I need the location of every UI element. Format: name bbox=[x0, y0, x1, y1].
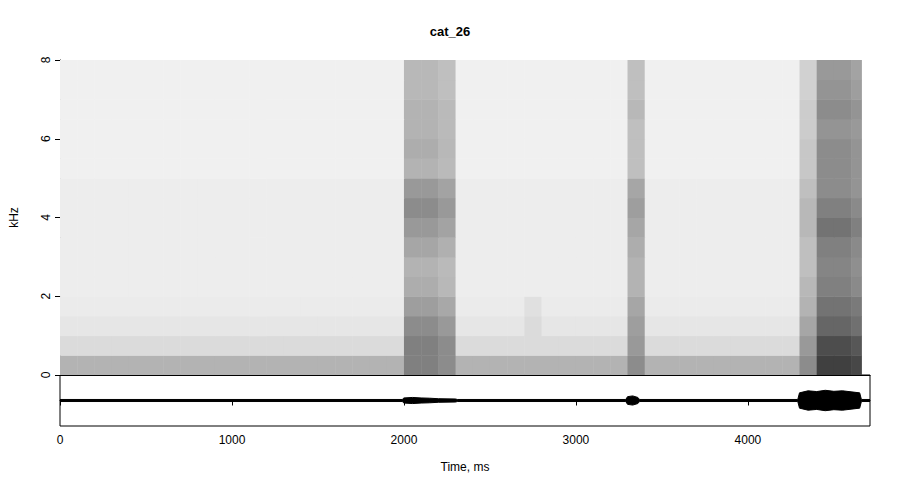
svg-text:4: 4 bbox=[39, 214, 53, 221]
svg-text:1000: 1000 bbox=[219, 433, 246, 447]
svg-text:2000: 2000 bbox=[391, 433, 418, 447]
svg-text:4000: 4000 bbox=[735, 433, 762, 447]
svg-text:6: 6 bbox=[39, 135, 53, 142]
svg-text:cat_26: cat_26 bbox=[430, 24, 470, 39]
svg-text:2: 2 bbox=[39, 293, 53, 300]
svg-text:8: 8 bbox=[39, 56, 53, 63]
svg-text:3000: 3000 bbox=[563, 433, 590, 447]
svg-text:kHz: kHz bbox=[7, 207, 21, 228]
svg-text:0: 0 bbox=[39, 371, 53, 378]
svg-text:Time, ms: Time, ms bbox=[441, 460, 490, 474]
svg-text:0: 0 bbox=[57, 433, 64, 447]
